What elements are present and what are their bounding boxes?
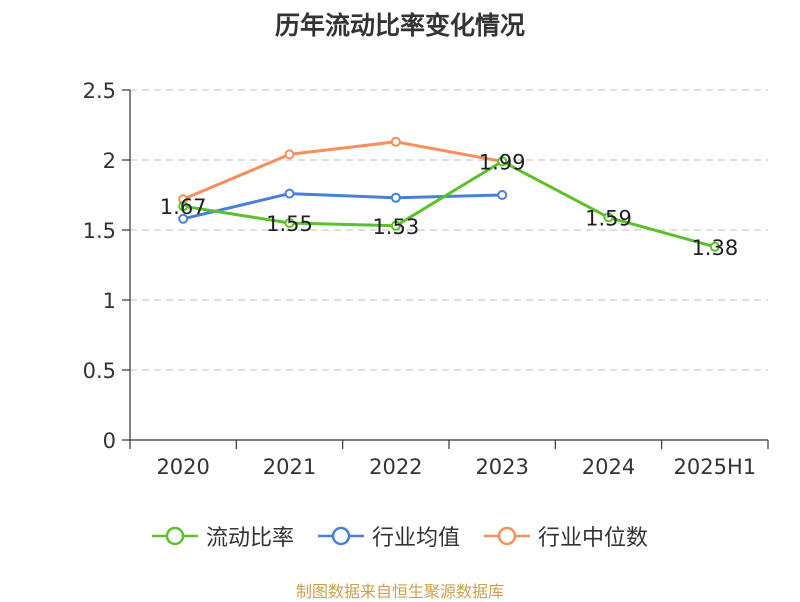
- y-tick-label: 0.5: [83, 359, 116, 383]
- series-lines: [178, 136, 720, 252]
- data-label: 1.99: [479, 150, 526, 174]
- legend-dot: [165, 526, 185, 546]
- data-label: 1.38: [691, 236, 738, 260]
- axes: 0 0.5 1 1.5 2 2.5 2020 2021 2022 2023 2024 2025H1: [83, 79, 769, 479]
- data-point: [178, 213, 189, 224]
- x-tick-label: 2022: [369, 455, 422, 479]
- data-labels: 1.67 1.55 1.53 1.99 1.59 1.38: [160, 150, 738, 259]
- chart-title: 历年流动比率变化情况: [274, 11, 525, 40]
- y-tick-label: 1.5: [83, 219, 116, 243]
- series-line: [182, 192, 503, 221]
- data-point: [709, 241, 720, 252]
- y-tick-label: 0: [103, 429, 116, 453]
- gridlines: [130, 89, 768, 371]
- data-label: 1.67: [160, 195, 207, 219]
- legend-line-marker-icon: [484, 526, 530, 546]
- data-point: [603, 212, 614, 223]
- legend-label: 行业均值: [371, 526, 460, 551]
- legend-item-industry-mean[interactable]: 行业均值: [317, 520, 460, 552]
- series-line: [182, 159, 716, 249]
- legend-line-marker-icon: [317, 526, 364, 546]
- data-point: [284, 149, 295, 160]
- source-note: 制图数据来自恒生聚源数据库: [295, 582, 504, 601]
- data-point: [497, 156, 508, 167]
- legend-item-industry-median[interactable]: 行业中位数: [484, 520, 648, 552]
- y-tick-label: 2.5: [83, 79, 116, 103]
- x-tick-label: 2025H1: [674, 455, 757, 479]
- legend-dot: [331, 526, 351, 546]
- series-line: [182, 140, 503, 201]
- data-point: [390, 192, 401, 203]
- data-point: [390, 220, 401, 231]
- x-tick-label: 2023: [475, 455, 528, 479]
- data-point: [497, 190, 508, 200]
- legend: 流动比率 行业均值 行业中位数: [0, 520, 800, 552]
- x-tick-label: 2020: [156, 455, 209, 479]
- y-tick-label: 2: [103, 149, 116, 173]
- data-point: [178, 201, 189, 212]
- legend-label: 流动比率: [205, 526, 294, 551]
- legend-line-marker-icon: [151, 526, 198, 546]
- x-tick-label: 2021: [263, 455, 316, 479]
- legend-item-current-ratio[interactable]: 流动比率: [151, 520, 294, 552]
- legend-label: 行业中位数: [538, 526, 649, 551]
- data-point: [284, 218, 295, 228]
- data-label: 1.53: [372, 215, 419, 239]
- legend-dot: [497, 526, 517, 546]
- x-tick-label: 2024: [582, 455, 635, 479]
- data-point: [390, 136, 401, 147]
- y-tick-label: 1: [103, 289, 116, 313]
- data-point: [284, 188, 295, 199]
- data-label: 1.59: [585, 206, 632, 230]
- data-label: 1.55: [266, 212, 313, 236]
